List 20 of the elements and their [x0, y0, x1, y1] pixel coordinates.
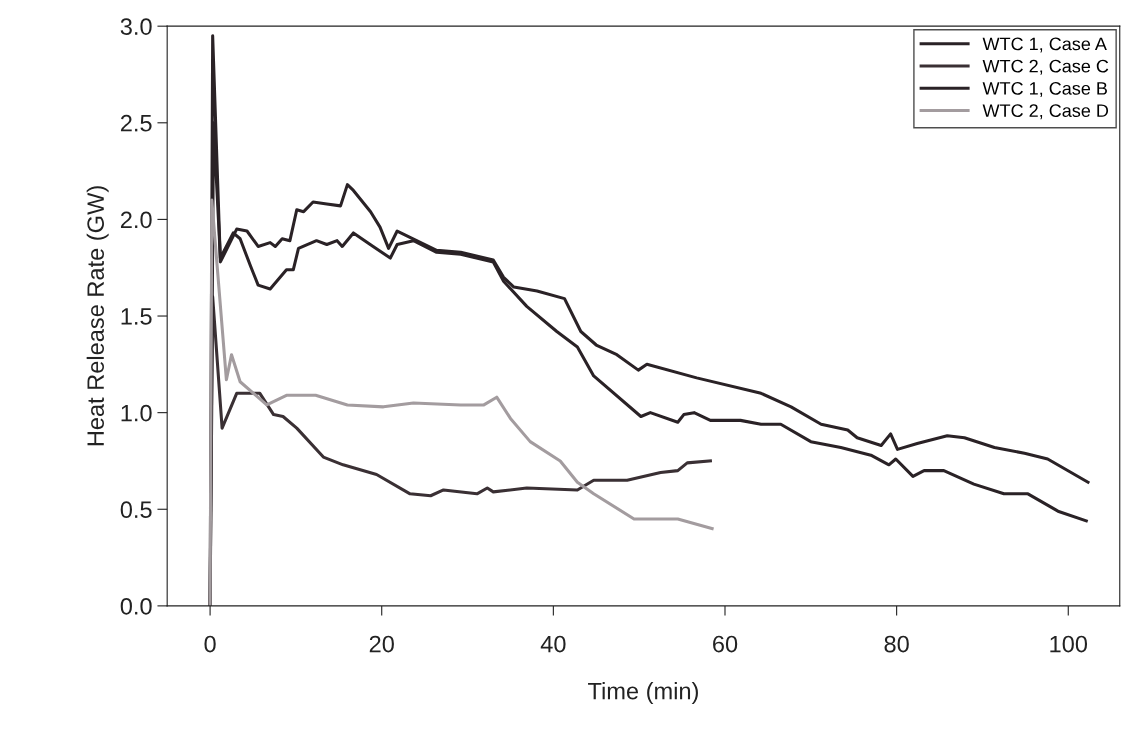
y-tick-label: 0.5 [120, 501, 152, 519]
x-tick-label: 0 [204, 635, 216, 653]
y-axis-title: Heat Release Rate (GW) [86, 186, 109, 446]
x-tick-label: 100 [1050, 635, 1088, 653]
y-tick-label: 1.0 [121, 404, 152, 422]
legend-label: WTC 2, Case D [982, 104, 1109, 120]
y-tick-label: 3.0 [120, 18, 152, 35]
y-tick-label: 0.0 [120, 597, 152, 615]
x-tick-label: 40 [540, 635, 566, 653]
x-tick-label: 60 [713, 635, 738, 653]
x-tick-label: 20 [369, 635, 394, 653]
line-series [208, 198, 714, 606]
y-tick-label: 1.5 [121, 308, 152, 325]
legend-label: WTC 2, Case C [982, 59, 1109, 75]
y-tick-label: 2.0 [120, 211, 152, 229]
legend-label: WTC 1, Case B [982, 81, 1107, 97]
legend-label: WTC 1, Case A [982, 37, 1107, 53]
x-tick-label: 80 [884, 635, 909, 653]
x-axis-title: Time (min) [588, 682, 698, 705]
y-tick-label: 2.5 [120, 114, 152, 132]
